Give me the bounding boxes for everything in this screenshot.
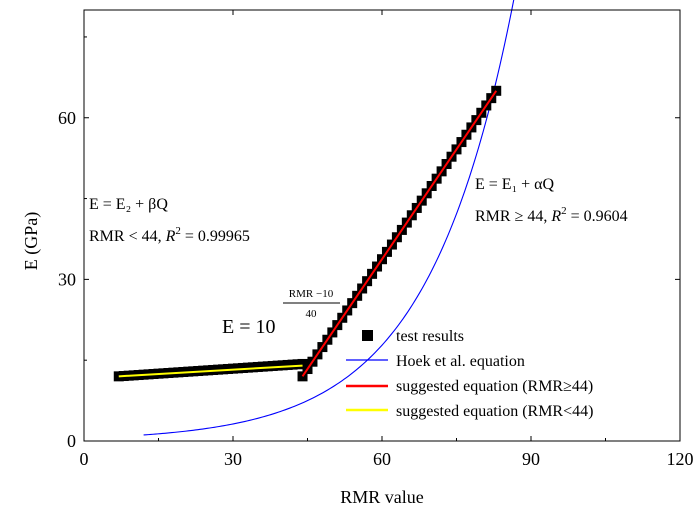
curves-layer <box>143 0 515 436</box>
left-fit-r-sup: 2 <box>175 225 181 237</box>
right-fit-prefix: RMR ≥ 44, <box>475 208 551 225</box>
x-tick-label: 60 <box>373 449 391 469</box>
hoek-exponent-numerator: RMR −10 <box>289 288 334 300</box>
legend-label-hoek: Hoek et al. equation <box>396 353 525 370</box>
y-tick-label: 0 <box>67 431 76 451</box>
left-fit: RMR < 44, R2 = 0.99965 <box>89 225 250 245</box>
y-axis-ticks: 0 30 60 <box>58 36 680 451</box>
x-axis-ticks: 0 30 60 90 120 <box>80 10 694 469</box>
hoek-curve <box>143 0 515 436</box>
lines-layer <box>118 90 498 378</box>
right-equation: E = E₁ + αQ <box>475 176 555 193</box>
y-tick-label: 30 <box>58 269 76 289</box>
left-equation: E = E₂ + βQ <box>89 196 168 213</box>
legend-symbol-test-results <box>362 330 373 341</box>
y-tick-label: 60 <box>58 108 76 128</box>
left-fit-r: R <box>165 228 176 245</box>
x-tick-label: 0 <box>80 449 89 469</box>
suggested-line-high <box>301 90 498 377</box>
x-tick-label: 30 <box>224 449 242 469</box>
test-result-point <box>297 358 308 369</box>
legend: test results Hoek et al. equation sugges… <box>346 328 593 420</box>
legend-label-suggested-low: suggested equation (RMR<44) <box>396 403 593 420</box>
left-fit-value: = 0.99965 <box>181 228 250 245</box>
hoek-exponent-denominator: 40 <box>306 308 318 320</box>
right-fit-r-sup: 2 <box>561 205 567 217</box>
right-fit-r: R <box>550 208 561 225</box>
suggested-line-low <box>118 364 303 378</box>
y-axis-label: E (GPa) <box>21 212 42 270</box>
legend-label-suggested-high: suggested equation (RMR≥44) <box>396 378 593 395</box>
right-fit: RMR ≥ 44, R2 = 0.9604 <box>475 205 628 225</box>
left-fit-prefix: RMR < 44, <box>89 228 166 245</box>
x-tick-label: 90 <box>522 449 540 469</box>
x-tick-label: 120 <box>667 449 694 469</box>
hoek-equation-lhs: E = 10 <box>222 316 276 338</box>
legend-label-test-results: test results <box>396 328 464 345</box>
right-fit-value: = 0.9604 <box>567 208 628 225</box>
x-axis-label: RMR value <box>340 487 424 507</box>
